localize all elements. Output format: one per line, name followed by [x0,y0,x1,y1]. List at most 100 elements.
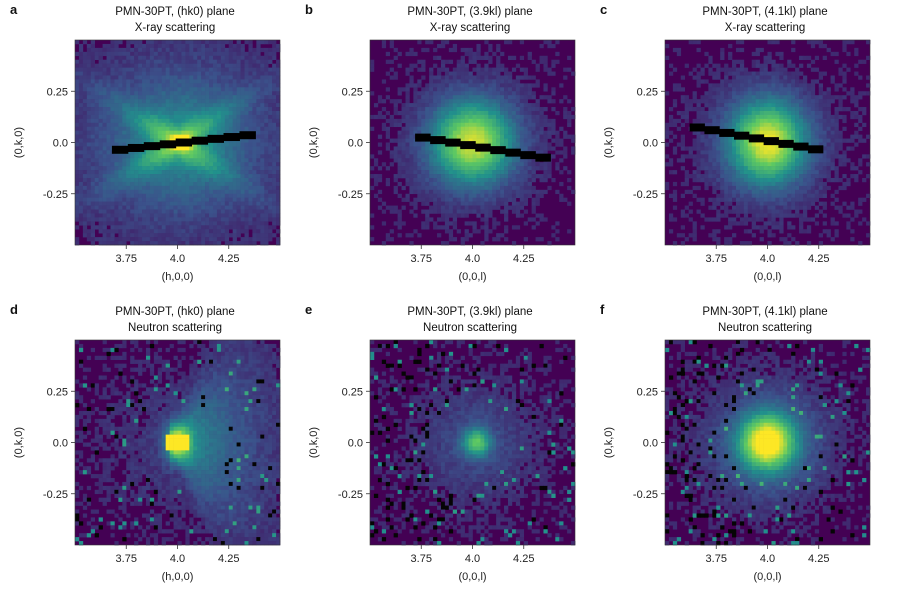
heatmap-cell [260,201,265,206]
heatmap-cell [437,201,442,206]
heatmap-cell [165,134,170,139]
heatmap-cell [452,130,458,135]
heatmap-cell [157,229,163,234]
heatmap-cell [484,126,489,131]
heatmap-cell [216,166,222,171]
heatmap-cell [405,138,410,143]
heatmap-cell [480,189,485,195]
heatmap-cell [440,43,446,49]
heatmap-cell [228,177,233,183]
heatmap-cell [165,55,170,61]
heatmap-cell [846,51,851,57]
heatmap-cell [464,71,469,76]
heatmap-cell [472,67,477,72]
heatmap-cell [791,103,796,108]
heatmap-cell [405,126,410,131]
heatmap-cell [464,126,469,131]
heatmap-cell [476,201,481,206]
heatmap-cell [527,142,532,147]
heatmap-cell [216,83,222,88]
heatmap-cell [228,63,233,68]
heatmap-cell [149,87,155,92]
heatmap-cell [185,67,190,72]
heatmap-cell [472,150,477,155]
heatmap-cell [393,209,398,214]
heatmap-cell [130,67,135,72]
heatmap-cell [75,107,80,112]
heatmap-cell [468,193,473,198]
heatmap-cell [153,118,159,124]
heatmap-cell [492,170,497,175]
heatmap-cell [193,209,198,214]
heatmap-cell [547,95,552,100]
heatmap-cell [118,193,123,198]
panel-letter: b [305,2,313,17]
heatmap-cell [440,201,446,206]
heatmap-cell [118,177,123,183]
heatmap-cell [417,67,422,72]
heatmap-cell [739,99,745,104]
heatmap-cell [197,189,202,195]
heatmap-cell [818,103,823,108]
heatmap-cell [413,185,418,191]
heatmap-cell [98,193,103,198]
heatmap-cell [806,118,812,124]
heatmap-cell [421,193,426,198]
heatmap-cell [433,118,438,124]
heatmap-cell [511,189,517,195]
heatmap-cell [181,150,186,155]
heatmap-cell [504,197,509,202]
heatmap-cell [122,174,127,179]
heatmap-cell [409,130,414,135]
heatmap-cell [149,217,155,222]
heatmap-cell [224,99,230,104]
heatmap-cell [161,241,166,246]
heatmap-cell [78,95,84,100]
heatmap-cell [157,150,163,155]
heatmap-cell [145,229,151,234]
heatmap-cell [189,55,194,61]
heatmap-cell [256,189,261,195]
heatmap-cell [90,83,96,88]
heatmap-cell [260,162,265,167]
heatmap-cell [220,197,226,202]
heatmap-cell [228,83,233,88]
heatmap-cell [212,217,218,222]
heatmap-cell [440,193,446,198]
heatmap-cell [401,166,406,171]
heatmap-cell [216,197,222,202]
heatmap-cell [425,95,430,100]
heatmap-cell [704,118,709,124]
heatmap-cell [256,51,261,57]
heatmap-cell [464,110,469,116]
heatmap-cell [425,162,430,167]
heatmap-cell [759,63,764,68]
heatmap-cell [149,209,155,214]
heatmap-cell [504,122,509,128]
heatmap-cell [110,87,115,92]
heatmap-cell [118,107,123,112]
heatmap-cell [468,158,473,163]
heatmap-cell [173,67,178,72]
heatmap-cell [433,107,438,112]
heatmap-cell [236,201,241,206]
heatmap-cell [421,107,426,112]
heatmap-cell [492,174,497,179]
heatmap-cell [173,107,178,112]
heatmap-cell [114,103,119,108]
heatmap-cell [260,130,265,135]
heatmap-cell [763,55,768,61]
heatmap-cell [500,99,505,104]
heatmap-cell [401,146,406,151]
heatmap-cell [814,107,820,112]
heatmap-cell [177,83,182,88]
heatmap-cell [248,63,253,68]
heatmap-cell [492,221,497,226]
heatmap-cell [511,181,517,187]
heatmap-cell [252,213,257,218]
heatmap-cell [771,75,776,80]
heatmap-cell [75,67,80,72]
heatmap-cell [732,67,737,72]
heatmap-cell [409,103,414,108]
heatmap-cell [732,107,737,112]
